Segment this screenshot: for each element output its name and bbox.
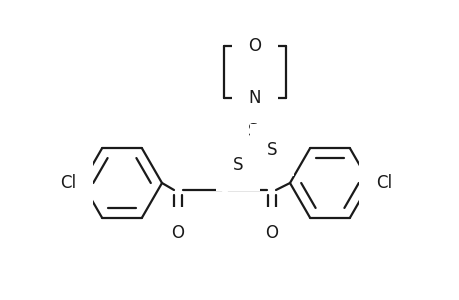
Text: O: O (171, 224, 184, 242)
Text: O: O (265, 224, 278, 242)
Text: S: S (266, 141, 277, 159)
Text: O: O (248, 37, 261, 55)
Text: Cl: Cl (375, 174, 391, 192)
Text: Cl: Cl (60, 174, 76, 192)
Text: N: N (248, 89, 261, 107)
Text: S: S (247, 122, 257, 140)
Text: S: S (232, 156, 243, 174)
